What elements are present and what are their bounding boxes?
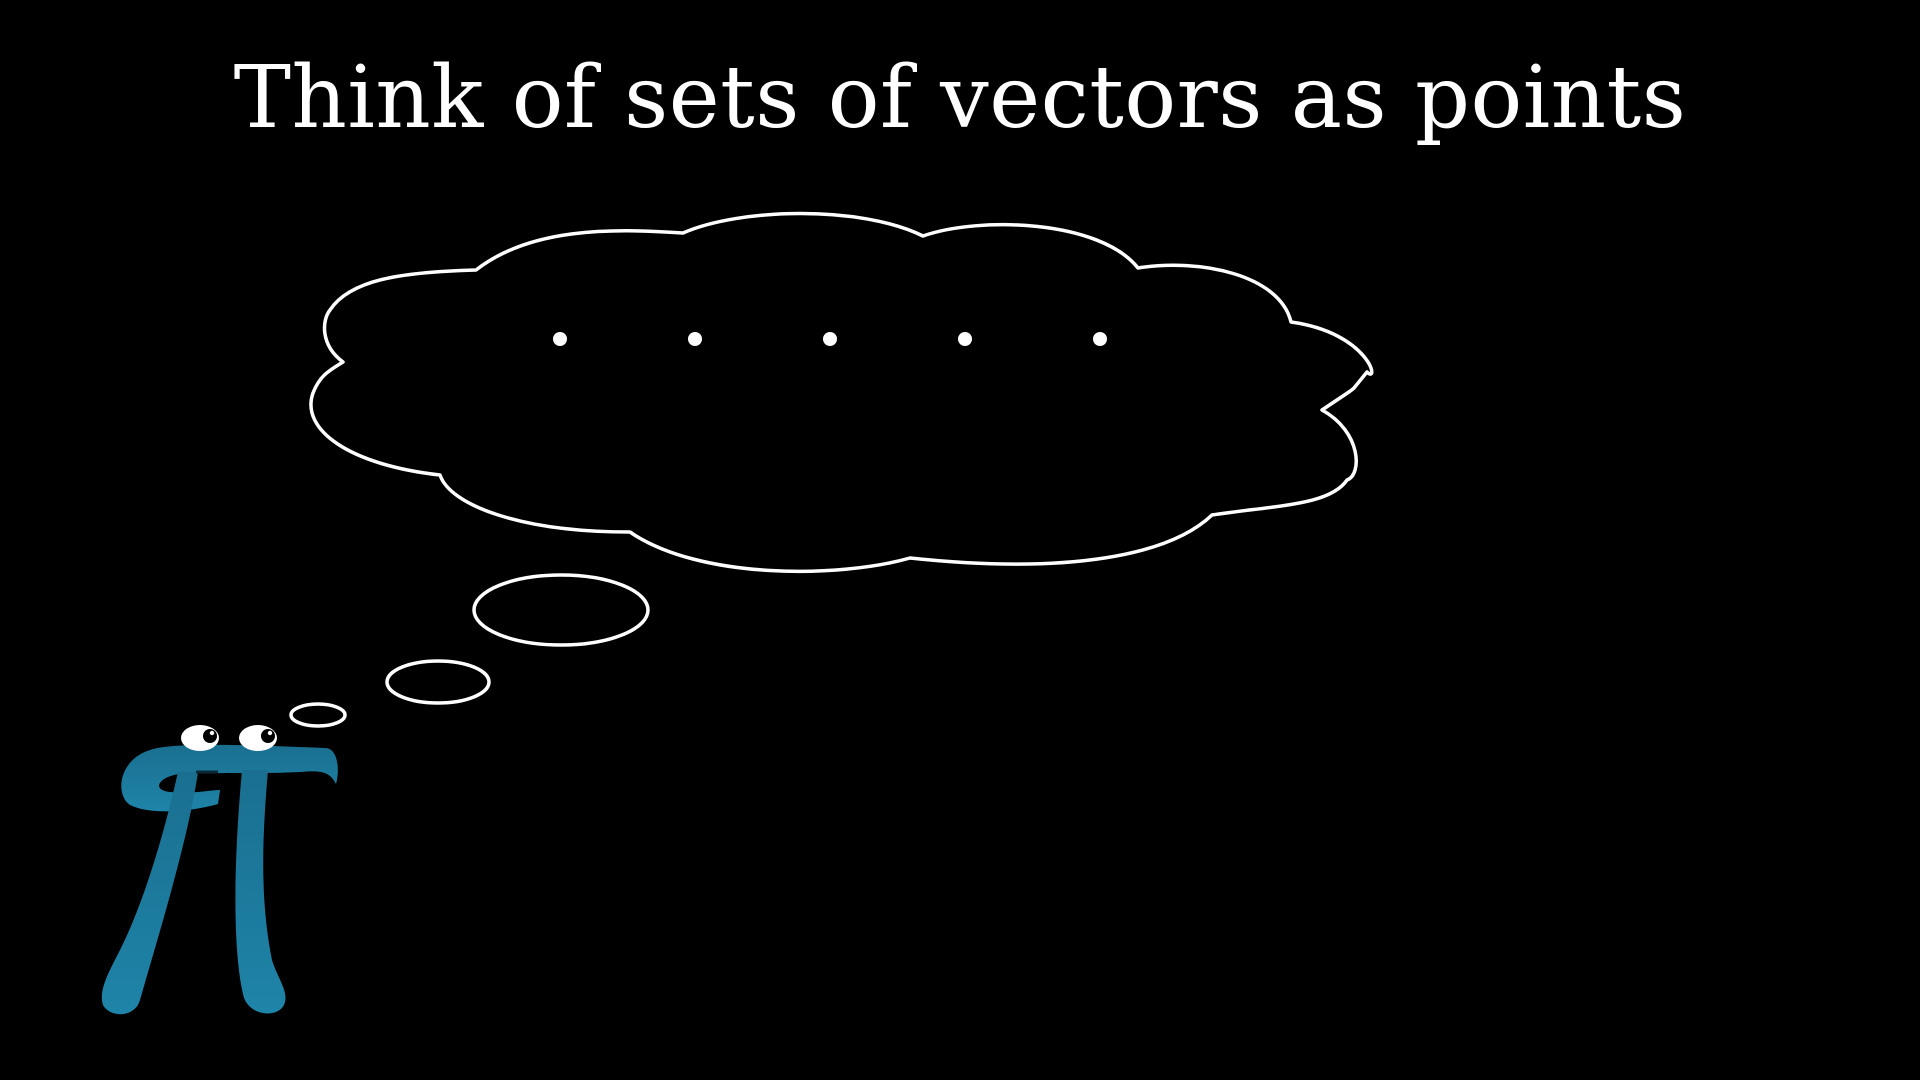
point: [958, 332, 972, 346]
slide-title: Think of sets of vectors as points: [233, 48, 1687, 148]
point: [688, 332, 702, 346]
thought-bubble-small: [289, 702, 347, 728]
pi-creature-icon: [101, 725, 338, 1015]
pi-pupil-right: [261, 729, 275, 743]
thought-bubble-medium: [385, 659, 491, 705]
pi-pupil-left: [203, 729, 217, 743]
thought-bubble-icon: [289, 211, 1374, 728]
pi-eyes: [181, 725, 277, 751]
vector-points: [553, 332, 1107, 346]
point: [553, 332, 567, 346]
point: [1093, 332, 1107, 346]
pi-left-leg: [101, 772, 198, 1015]
pi-right-leg: [235, 770, 286, 1014]
thought-cloud: [309, 211, 1374, 574]
point: [823, 332, 837, 346]
pi-top-bar: [121, 744, 338, 812]
thought-bubble-large: [472, 573, 650, 647]
